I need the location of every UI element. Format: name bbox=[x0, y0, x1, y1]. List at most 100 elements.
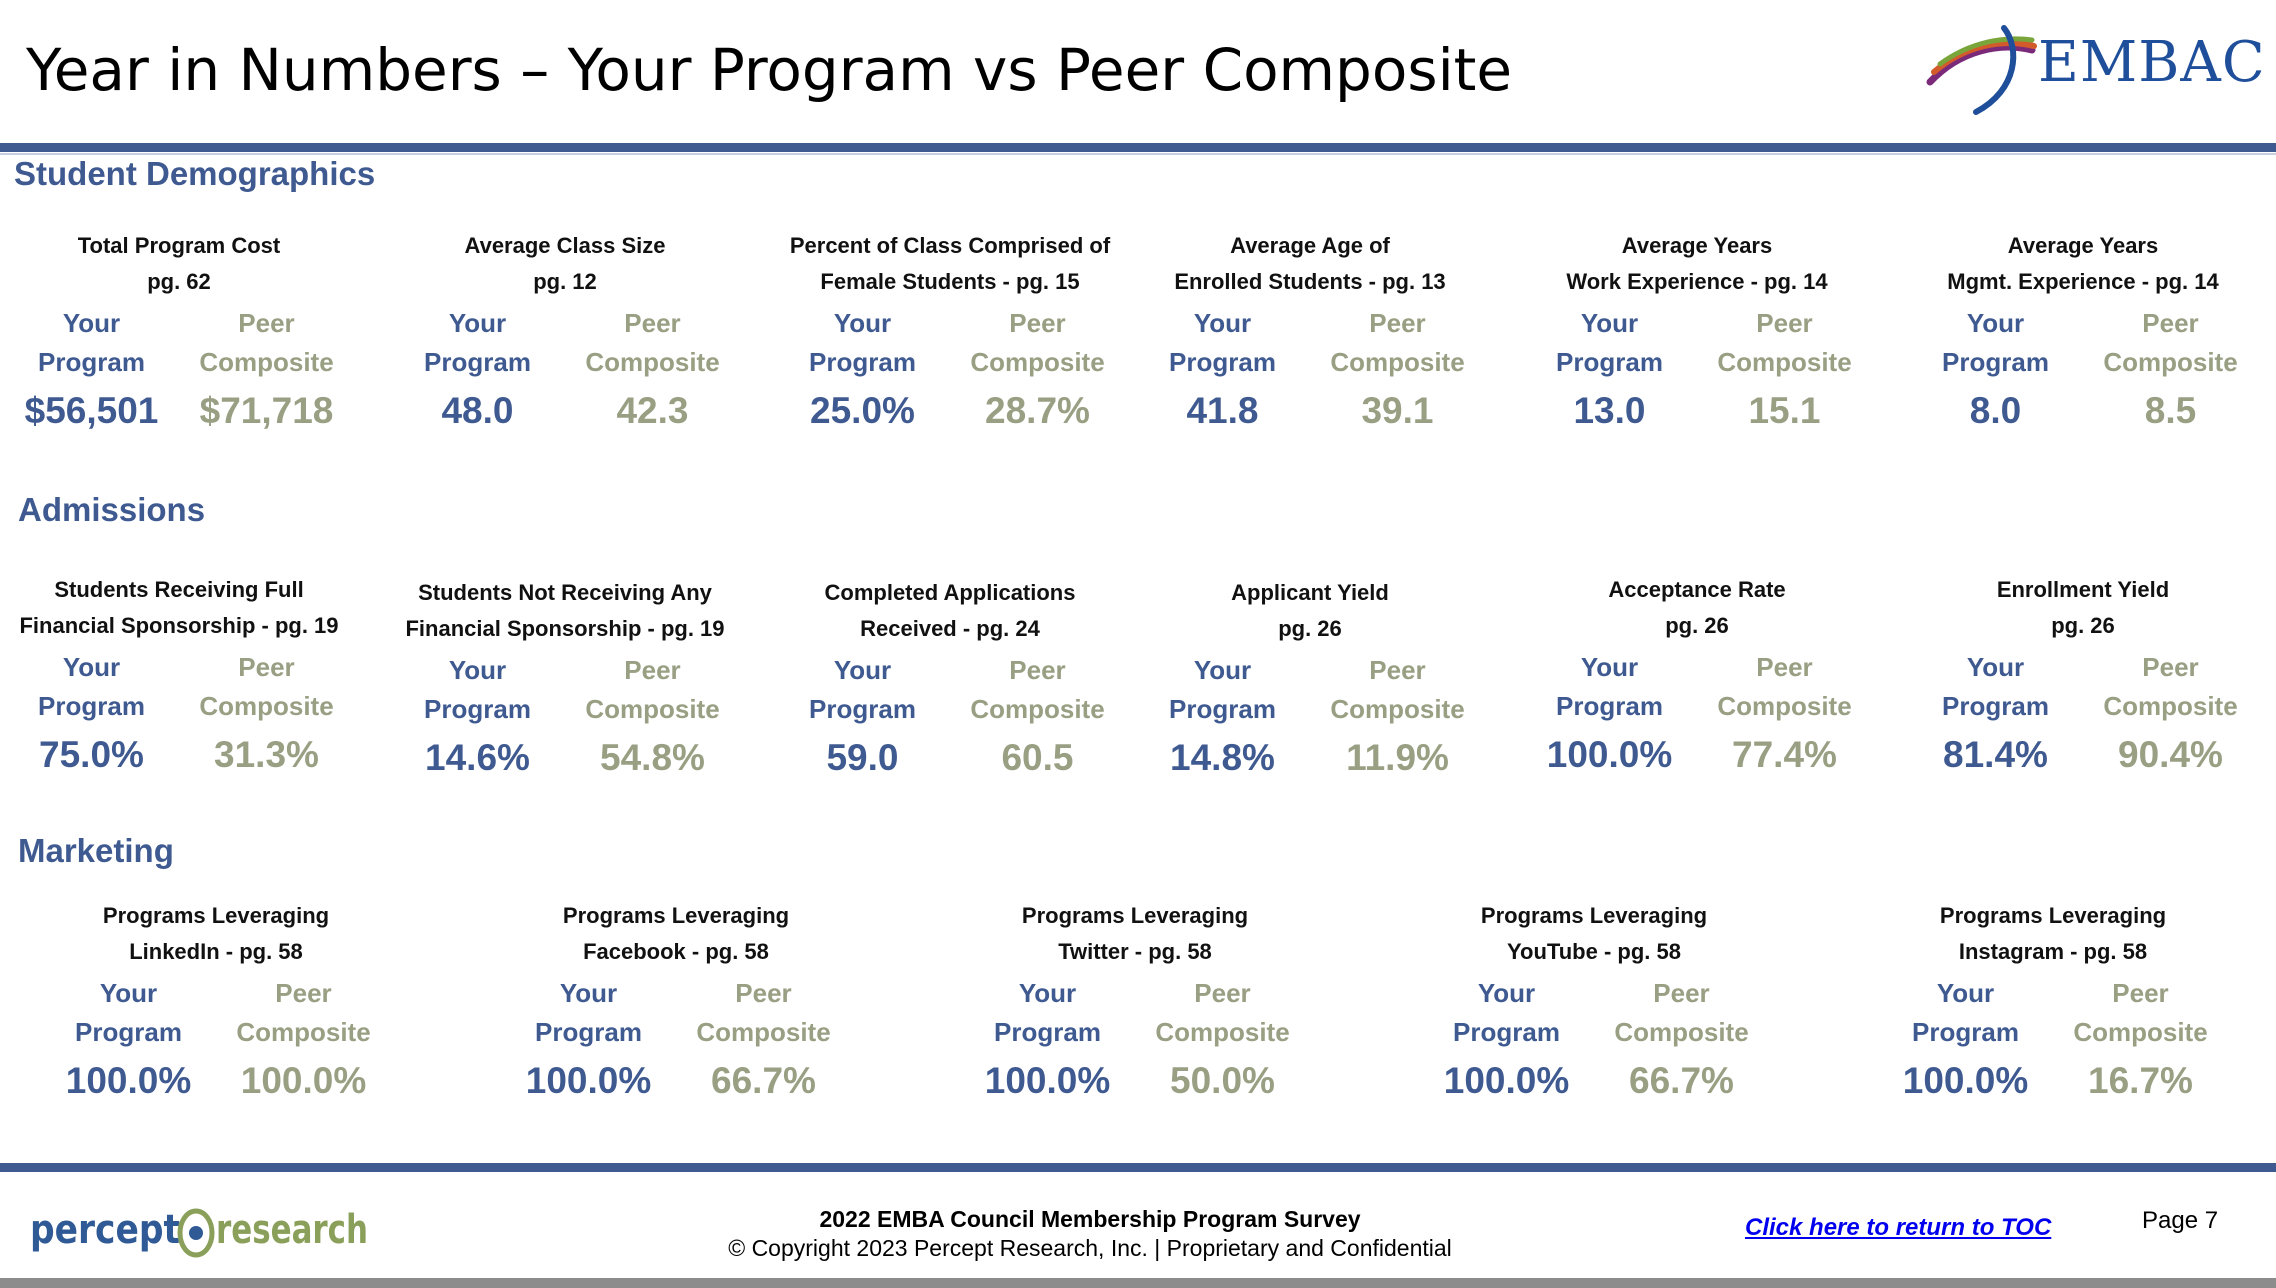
your-program-value: 41.8 bbox=[1186, 390, 1259, 431]
metric-columns: Your Program 100.0% Peer Composite 77.4% bbox=[1507, 648, 1887, 782]
peer-composite-value: $71,718 bbox=[199, 390, 334, 431]
your-program-header-line2: Program bbox=[1453, 1017, 1560, 1047]
metric-label: Programs Leveraging Facebook - pg. 58 bbox=[486, 898, 866, 970]
page-title: Year in Numbers – Your Program vs Peer C… bbox=[26, 36, 1513, 104]
peer-composite-column: Peer Composite 39.1 bbox=[1310, 304, 1485, 438]
your-program-header-line2: Program bbox=[1169, 694, 1276, 724]
peer-composite-value: 31.3% bbox=[214, 734, 319, 775]
peer-composite-header-line1: Peer bbox=[1194, 978, 1251, 1008]
metric-label-line2: LinkedIn - pg. 58 bbox=[129, 939, 303, 964]
peer-composite-column: Peer Composite 16.7% bbox=[2053, 974, 2228, 1108]
peer-composite-header-line1: Peer bbox=[1009, 308, 1066, 338]
your-program-column: Your Program 13.0 bbox=[1522, 304, 1697, 438]
footer-logo-right-text: research bbox=[216, 1207, 368, 1253]
peer-composite-header-line1: Peer bbox=[2112, 978, 2169, 1008]
your-program-header-line2: Program bbox=[1942, 691, 2049, 721]
your-program-value: $56,501 bbox=[24, 390, 159, 431]
peer-composite-value: 15.1 bbox=[1748, 390, 1821, 431]
peer-composite-header-line1: Peer bbox=[2142, 652, 2199, 682]
metric-columns: Your Program 59.0 Peer Composite 60.5 bbox=[760, 651, 1140, 785]
return-to-toc-link[interactable]: Click here to return to TOC bbox=[1745, 1214, 2052, 1241]
peer-composite-header-line1: Peer bbox=[238, 308, 295, 338]
your-program-value: 100.0% bbox=[1546, 734, 1673, 775]
metric-label-line1: Students Receiving Full bbox=[54, 577, 304, 602]
embac-logo: EMBAC bbox=[1920, 20, 2265, 120]
peer-composite-header-line1: Peer bbox=[1369, 655, 1426, 685]
your-program-column: Your Program 100.0% bbox=[41, 974, 216, 1108]
peer-composite-header-line1: Peer bbox=[275, 978, 332, 1008]
embac-logo-text: EMBAC bbox=[2038, 30, 2266, 95]
your-program-column: Your Program 100.0% bbox=[1522, 648, 1697, 782]
your-program-header-line1: Your bbox=[833, 308, 892, 338]
peer-composite-column: Peer Composite 100.0% bbox=[216, 974, 391, 1108]
metric-label: Applicant Yield pg. 26 bbox=[1120, 575, 1500, 647]
metric-label: Enrollment Yield pg. 26 bbox=[1893, 572, 2273, 644]
metric-label-line1: Total Program Cost bbox=[77, 233, 281, 258]
metric-columns: Your Program 100.0% Peer Composite 50.0% bbox=[945, 974, 1325, 1108]
your-program-value: 48.0 bbox=[441, 390, 514, 431]
section-title: Admissions bbox=[18, 491, 206, 528]
metric-label-line1: Programs Leveraging bbox=[1939, 903, 2167, 928]
metric-card: Total Program Cost pg. 62 Your Program $… bbox=[0, 228, 369, 438]
metric-label-line2: pg. 62 bbox=[147, 269, 211, 294]
your-program-header-line1: Your bbox=[1477, 978, 1536, 1008]
peer-composite-header-line2: Composite bbox=[2103, 347, 2238, 377]
metric-label: Students Not Receiving Any Financial Spo… bbox=[375, 575, 755, 647]
metric-label-line1: Acceptance Rate bbox=[1608, 577, 1786, 602]
peer-composite-value: 39.1 bbox=[1361, 390, 1434, 431]
metric-label-line1: Average Age of bbox=[1230, 233, 1390, 258]
your-program-header-line2: Program bbox=[994, 1017, 1101, 1047]
metric-label-line2: Received - pg. 24 bbox=[860, 616, 1040, 641]
your-program-header-line2: Program bbox=[75, 1017, 182, 1047]
your-program-column: Your Program 100.0% bbox=[501, 974, 676, 1108]
your-program-column: Your Program 100.0% bbox=[1419, 974, 1594, 1108]
metric-label-line2: Mgmt. Experience - pg. 14 bbox=[1947, 269, 2219, 294]
peer-composite-value: 11.9% bbox=[1346, 737, 1449, 778]
peer-composite-header-line2: Composite bbox=[585, 347, 720, 377]
metric-label-line2: pg. 26 bbox=[1665, 613, 1729, 638]
metric-label-line2: Female Students - pg. 15 bbox=[820, 269, 1080, 294]
metric-label: Students Receiving Full Financial Sponso… bbox=[0, 572, 369, 644]
section-title: Marketing bbox=[18, 832, 174, 869]
peer-composite-column: Peer Composite 77.4% bbox=[1697, 648, 1872, 782]
metric-label-line1: Average Class Size bbox=[464, 233, 666, 258]
footer-logo-left-text: percept bbox=[30, 1207, 180, 1253]
metric-columns: Your Program 13.0 Peer Composite 15.1 bbox=[1507, 304, 1887, 438]
your-program-value: 81.4% bbox=[1943, 734, 2048, 775]
metric-label-line1: Students Not Receiving Any bbox=[418, 580, 712, 605]
metric-columns: Your Program 25.0% Peer Composite 28.7% bbox=[760, 304, 1140, 438]
peer-composite-header-line1: Peer bbox=[238, 652, 295, 682]
peer-composite-value: 100.0% bbox=[240, 1060, 367, 1101]
metric-columns: Your Program 14.8% Peer Composite 11.9% bbox=[1120, 651, 1500, 785]
peer-composite-header-line2: Composite bbox=[1330, 694, 1465, 724]
peer-composite-column: Peer Composite $71,718 bbox=[179, 304, 354, 438]
peer-composite-value: 42.3 bbox=[616, 390, 689, 431]
peer-composite-value: 16.7% bbox=[2088, 1060, 2193, 1101]
metric-label: Total Program Cost pg. 62 bbox=[0, 228, 369, 300]
peer-composite-column: Peer Composite 8.5 bbox=[2083, 304, 2258, 438]
peer-composite-value: 8.5 bbox=[2144, 390, 2197, 431]
metric-label-line1: Average Years bbox=[2007, 233, 2159, 258]
your-program-value: 14.8% bbox=[1170, 737, 1275, 778]
your-program-column: Your Program 81.4% bbox=[1908, 648, 2083, 782]
your-program-header-line1: Your bbox=[99, 978, 158, 1008]
your-program-value: 100.0% bbox=[525, 1060, 652, 1101]
your-program-column: Your Program $56,501 bbox=[4, 304, 179, 438]
your-program-header-line1: Your bbox=[1580, 308, 1639, 338]
peer-composite-header-line2: Composite bbox=[2073, 1017, 2208, 1047]
your-program-header-line1: Your bbox=[1018, 978, 1077, 1008]
metric-label-line2: Financial Sponsorship - pg. 19 bbox=[405, 616, 725, 641]
metric-label-line2: pg. 26 bbox=[1278, 616, 1342, 641]
percept-research-logo-graphic: percept research bbox=[30, 1207, 368, 1258]
metric-label-line2: YouTube - pg. 58 bbox=[1507, 939, 1681, 964]
metric-label-line1: Programs Leveraging bbox=[562, 903, 790, 928]
metric-columns: Your Program 100.0% Peer Composite 16.7% bbox=[1863, 974, 2243, 1108]
metric-label-line2: pg. 12 bbox=[533, 269, 597, 294]
footer-copyright: © Copyright 2023 Percept Research, Inc. … bbox=[728, 1235, 1452, 1261]
peer-composite-header-line2: Composite bbox=[236, 1017, 371, 1047]
metric-label: Average Class Size pg. 12 bbox=[375, 228, 755, 300]
peer-composite-header-line2: Composite bbox=[970, 694, 1105, 724]
metric-label-line1: Programs Leveraging bbox=[102, 903, 330, 928]
peer-composite-header-line1: Peer bbox=[1756, 652, 1813, 682]
metric-columns: Your Program 100.0% Peer Composite 66.7% bbox=[486, 974, 866, 1108]
